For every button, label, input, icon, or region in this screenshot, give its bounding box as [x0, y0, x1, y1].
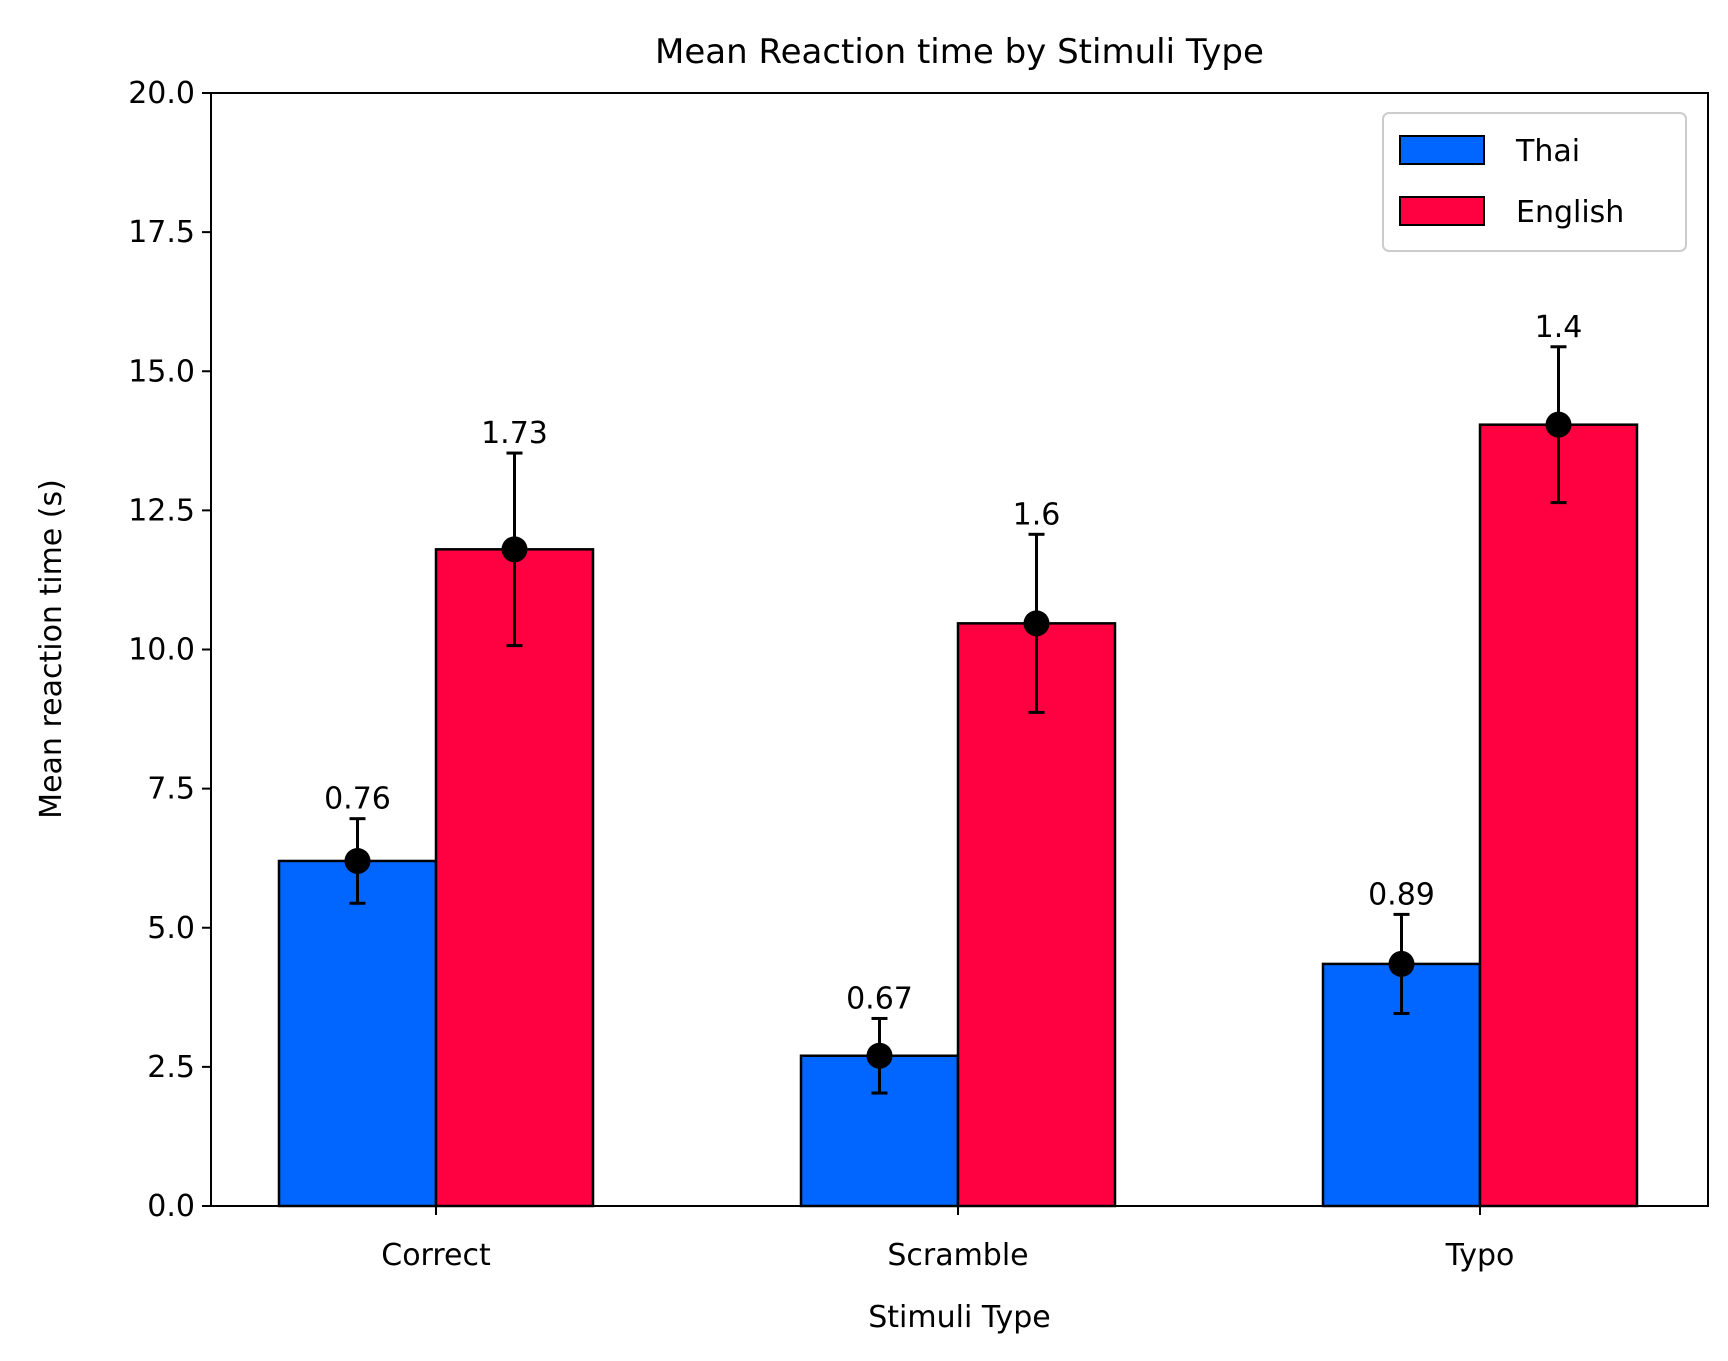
x-tick-label-correct: Correct — [381, 1238, 491, 1273]
value-label-english-correct: 1.73 — [481, 416, 548, 451]
value-label-thai-correct: 0.76 — [324, 782, 391, 817]
bar-english-scramble — [956, 622, 1117, 1208]
value-label-thai-scramble: 0.67 — [846, 981, 913, 1016]
y-tick-label: 2.5 — [147, 1050, 195, 1085]
y-tick-label: 7.5 — [147, 772, 195, 807]
value-label-english-typo: 1.4 — [1535, 310, 1583, 345]
legend-swatch-thai — [1399, 135, 1485, 165]
bar-english-correct — [434, 548, 595, 1208]
x-tick-label-typo: Typo — [1445, 1238, 1515, 1273]
bar-english-typo — [1478, 423, 1639, 1208]
legend: Thai English — [1382, 112, 1687, 252]
y-tick-label: 17.5 — [128, 215, 195, 250]
value-label-english-scramble: 1.6 — [1013, 497, 1061, 532]
mean-point-english-typo — [1545, 411, 1572, 438]
bar-thai-correct — [277, 859, 438, 1208]
value-label-thai-typo: 0.89 — [1368, 877, 1435, 912]
mean-point-thai-scramble — [866, 1042, 893, 1069]
y-tick-label: 10.0 — [128, 633, 195, 668]
y-tick-label: 12.5 — [128, 493, 195, 528]
y-tick-label: 5.0 — [147, 911, 195, 946]
y-tick-label: 15.0 — [128, 354, 195, 389]
chart-title: Mean Reaction time by Stimuli Type — [655, 32, 1264, 72]
legend-label-english: English — [1516, 195, 1624, 230]
x-tick-label-scramble: Scramble — [887, 1238, 1028, 1273]
legend-label-thai: Thai — [1515, 134, 1580, 169]
y-axis-label: Mean reaction time (s) — [34, 479, 69, 819]
x-axis-label: Stimuli Type — [868, 1300, 1051, 1335]
y-tick-label: 20.0 — [128, 76, 195, 111]
y-tick-label: 0.0 — [147, 1189, 195, 1224]
legend-swatch-english — [1399, 196, 1485, 226]
mean-point-english-scramble — [1023, 610, 1050, 637]
mean-point-english-correct — [501, 536, 528, 563]
mean-point-thai-correct — [344, 847, 371, 874]
mean-point-thai-typo — [1388, 950, 1415, 977]
